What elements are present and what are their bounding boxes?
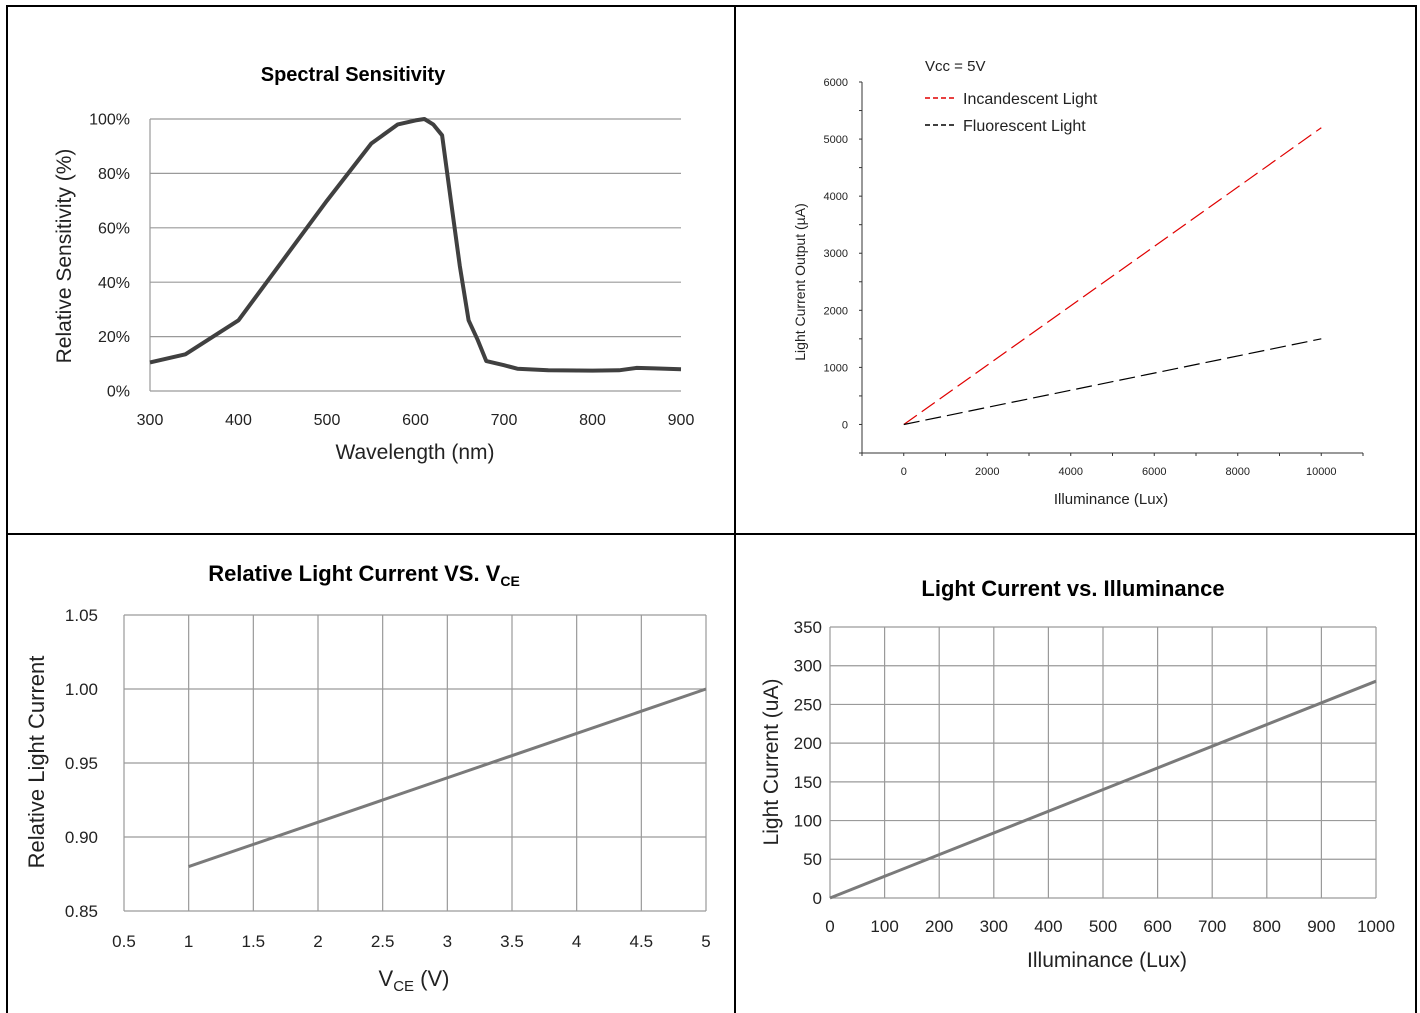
x-tick-label: 200 — [925, 917, 953, 936]
x-tick-label: 4 — [572, 932, 581, 951]
chart1-xlabel: Wavelength (nm) — [335, 441, 494, 464]
x-tick-label: 900 — [668, 412, 695, 429]
series-line — [149, 117, 682, 373]
y-tick-label: 1.00 — [65, 680, 98, 699]
x-tick-label: 0.5 — [112, 932, 136, 951]
y-tick-label: 40% — [98, 275, 130, 292]
x-tick-label: 5 — [701, 932, 710, 951]
chart3-title: Relative Light Current VS. VCE — [208, 561, 520, 589]
x-tick-label: 0 — [901, 466, 907, 478]
series-line — [829, 679, 1377, 900]
y-tick-label: 3000 — [824, 248, 848, 260]
y-tick-label: 0% — [107, 384, 130, 401]
y-tick-label: 100 — [794, 812, 822, 831]
series-line — [188, 687, 707, 869]
x-tick-label: 300 — [137, 412, 164, 429]
x-tick-label: 800 — [579, 412, 606, 429]
incandescent-series-line — [903, 127, 1322, 425]
x-tick-label: 1000 — [1357, 917, 1395, 936]
y-tick-label: 1000 — [824, 362, 848, 374]
chart3-ylabel: Relative Light Current — [24, 656, 49, 869]
relative-light-current-chart: Relative Light Current VS. VCE 0.85 0.90 0… — [24, 561, 711, 995]
x-tick-label: 4.5 — [630, 932, 654, 951]
chart1-title: Spectral Sensitivity — [261, 64, 446, 86]
y-tick-label: 0.95 — [65, 754, 98, 773]
x-tick-label: 400 — [225, 412, 252, 429]
x-tick-label: 800 — [1253, 917, 1281, 936]
chart2-xlabel: Illuminance (Lux) — [1054, 491, 1168, 508]
y-tick-label: 0 — [813, 889, 822, 908]
x-tick-label: 400 — [1034, 917, 1062, 936]
horizontal-divider — [6, 533, 1417, 535]
x-tick-label: 6000 — [1142, 466, 1166, 478]
x-tick-label: 700 — [491, 412, 518, 429]
chart2-legend-header: Vcc = 5V — [925, 58, 985, 75]
x-tick-label: 2.5 — [371, 932, 395, 951]
vertical-divider — [734, 5, 736, 1013]
chart4-xlabel: Illuminance (Lux) — [1027, 949, 1187, 972]
y-tick-label: 80% — [98, 166, 130, 183]
y-tick-label: 6000 — [824, 77, 848, 89]
x-tick-label: 0 — [825, 917, 834, 936]
y-tick-label: 0 — [842, 419, 848, 431]
x-tick-label: 900 — [1307, 917, 1335, 936]
x-tick-label: 10000 — [1306, 466, 1337, 478]
y-tick-label: 300 — [794, 657, 822, 676]
chart4-ylabel: Light Current (uA) — [760, 679, 783, 846]
x-tick-label: 100 — [870, 917, 898, 936]
legend-fluorescent-label: Fluorescent Light — [963, 118, 1086, 135]
x-tick-label: 1 — [184, 932, 193, 951]
x-tick-label: 2 — [313, 932, 322, 951]
y-tick-label: 350 — [794, 618, 822, 637]
y-tick-label: 60% — [98, 220, 130, 237]
y-tick-label: 5000 — [824, 134, 848, 146]
x-tick-label: 8000 — [1226, 466, 1250, 478]
panel-frame — [6, 5, 1417, 1013]
y-tick-label: 50 — [803, 850, 822, 869]
legend-incandescent-label: Incandescent Light — [963, 91, 1098, 108]
x-tick-label: 3.5 — [500, 932, 524, 951]
y-tick-label: 20% — [98, 329, 130, 346]
y-tick-label: 150 — [794, 773, 822, 792]
y-tick-label: 250 — [794, 695, 822, 714]
x-tick-label: 3 — [443, 932, 452, 951]
x-tick-label: 600 — [402, 412, 429, 429]
x-tick-label: 300 — [980, 917, 1008, 936]
chart1-ylabel: Relative Sensitivity (%) — [53, 149, 76, 364]
y-tick-label: 200 — [794, 734, 822, 753]
y-tick-label: 2000 — [824, 305, 848, 317]
fluorescent-series-line — [903, 338, 1322, 426]
y-tick-label: 0.85 — [65, 902, 98, 921]
x-tick-label: 4000 — [1059, 466, 1083, 478]
light-current-output-chart: 0 1000 2000 3000 4000 5000 6000 0 2000 4000 6000 8… — [792, 58, 1364, 508]
chart3-xlabel: VCE (V) — [379, 966, 450, 995]
y-tick-label: 100% — [89, 112, 130, 129]
x-tick-label: 600 — [1143, 917, 1171, 936]
x-tick-label: 2000 — [975, 466, 999, 478]
y-tick-label: 4000 — [824, 191, 848, 203]
spectral-sensitivity-chart: Spectral Sensitivity 0%20%40%60%80%100% … — [53, 64, 694, 464]
x-tick-label: 500 — [314, 412, 341, 429]
y-tick-label: 1.05 — [65, 606, 98, 625]
chart4-title: Light Current vs. Illuminance — [921, 576, 1224, 601]
x-tick-label: 1.5 — [242, 932, 266, 951]
x-tick-label: 500 — [1089, 917, 1117, 936]
y-tick-label: 0.90 — [65, 828, 98, 847]
light-current-vs-illuminance-chart: Light Current vs. Illuminance 0 50 100 150 2… — [760, 576, 1395, 972]
x-tick-label: 700 — [1198, 917, 1226, 936]
chart2-ylabel: Light Current Output (µA) — [792, 203, 808, 360]
